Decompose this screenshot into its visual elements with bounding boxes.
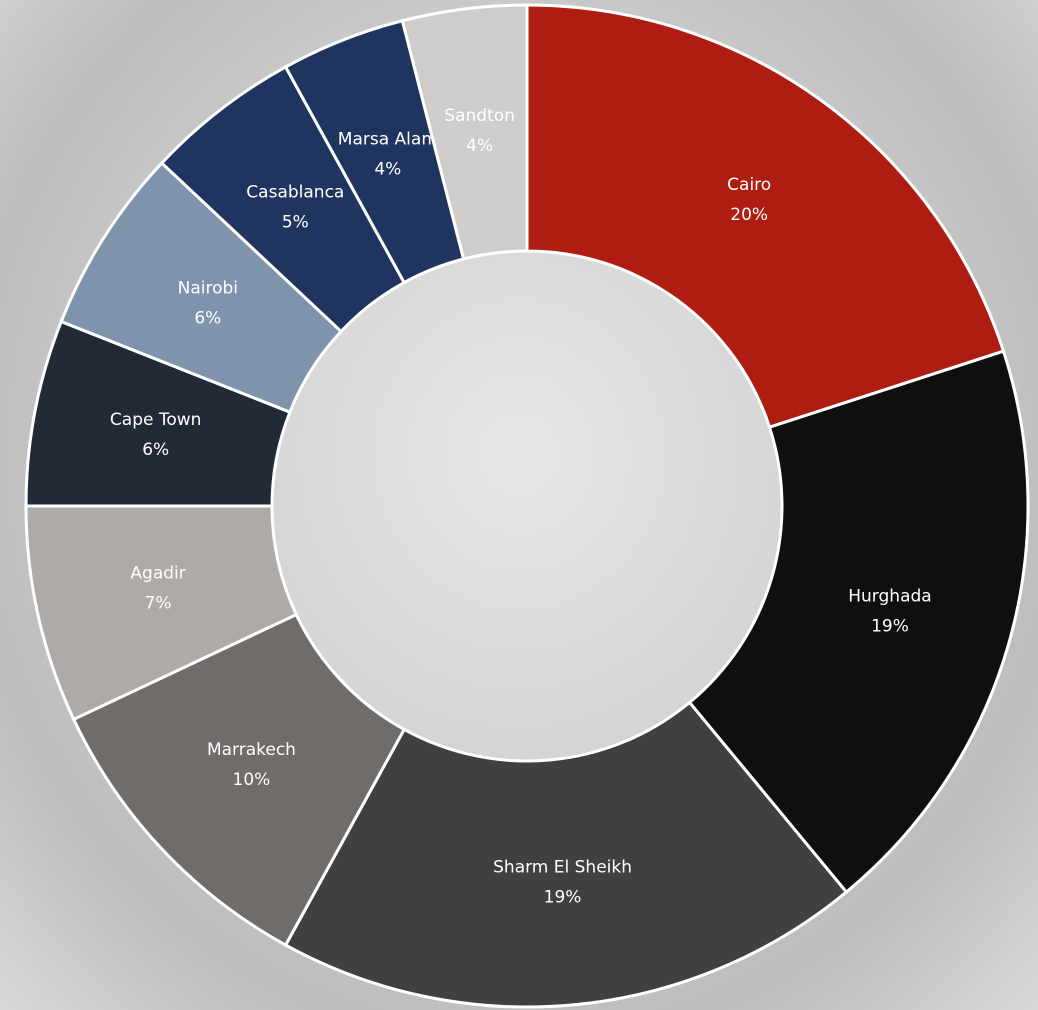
slice-value-label: 19% xyxy=(544,887,582,907)
slice-value-label: 4% xyxy=(466,136,493,156)
slice xyxy=(400,3,529,261)
slice-value-label: 10% xyxy=(233,770,271,790)
slice-value-label: 20% xyxy=(730,205,768,225)
slice-value-label: 4% xyxy=(374,160,401,180)
slice-label: Sandton xyxy=(444,106,515,126)
slice-label: Casablanca xyxy=(246,182,344,202)
slice-value-label: 6% xyxy=(194,308,221,328)
slice-label: Agadir xyxy=(130,563,185,583)
slice-label: Nairobi xyxy=(178,278,238,298)
slice-label: Sharm El Sheikh xyxy=(493,857,632,877)
slice-label: Hurghada xyxy=(848,586,931,606)
slice-value-label: 5% xyxy=(282,212,309,232)
slice-label: Marrakech xyxy=(207,740,296,760)
slice-label: Cairo xyxy=(727,175,771,195)
slice-value-label: 6% xyxy=(142,440,169,460)
slice xyxy=(687,349,1030,895)
slice-value-label: 19% xyxy=(871,616,909,636)
slice-label: Marsa Alam xyxy=(338,130,438,150)
slice xyxy=(525,3,1006,430)
slice xyxy=(283,700,849,1009)
slice-value-label: 7% xyxy=(145,593,172,613)
slice-label: Cape Town xyxy=(110,410,202,430)
